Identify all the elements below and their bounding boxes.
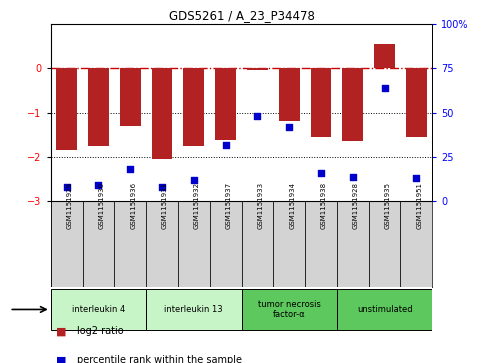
Bar bbox=[51, 289, 146, 330]
Text: GSM1151938: GSM1151938 bbox=[321, 182, 327, 229]
Bar bbox=[146, 201, 178, 287]
Bar bbox=[114, 201, 146, 287]
Text: interleukin 4: interleukin 4 bbox=[72, 305, 125, 314]
Point bbox=[412, 175, 420, 181]
Text: GSM1151934: GSM1151934 bbox=[289, 182, 295, 229]
Bar bbox=[337, 201, 369, 287]
Bar bbox=[305, 201, 337, 287]
Text: GSM1151930: GSM1151930 bbox=[99, 182, 104, 229]
Bar bbox=[178, 201, 210, 287]
Point bbox=[158, 184, 166, 190]
Bar bbox=[374, 44, 395, 68]
Bar bbox=[146, 289, 242, 330]
Point bbox=[254, 113, 261, 119]
Bar bbox=[247, 68, 268, 70]
Text: unstimulated: unstimulated bbox=[357, 305, 412, 314]
Text: ■: ■ bbox=[56, 326, 70, 336]
Bar bbox=[400, 201, 432, 287]
Point bbox=[317, 170, 325, 176]
Text: GSM1151928: GSM1151928 bbox=[353, 182, 359, 229]
Text: tumor necrosis
factor-α: tumor necrosis factor-α bbox=[258, 300, 321, 319]
Text: log2 ratio: log2 ratio bbox=[77, 326, 124, 336]
Bar bbox=[342, 68, 363, 142]
Point bbox=[63, 184, 71, 190]
Bar bbox=[184, 68, 204, 146]
Point bbox=[222, 142, 229, 147]
Point bbox=[190, 177, 198, 183]
Point bbox=[381, 85, 388, 90]
Point bbox=[349, 174, 356, 179]
Bar bbox=[88, 68, 109, 146]
Text: percentile rank within the sample: percentile rank within the sample bbox=[77, 355, 242, 363]
Bar bbox=[337, 289, 432, 330]
Bar bbox=[242, 289, 337, 330]
Text: GSM1151951: GSM1151951 bbox=[416, 182, 423, 229]
Bar bbox=[57, 68, 77, 150]
Text: GSM1151937: GSM1151937 bbox=[226, 182, 232, 229]
Bar bbox=[215, 68, 236, 140]
Bar bbox=[210, 201, 242, 287]
Bar bbox=[51, 201, 83, 287]
Bar bbox=[152, 68, 172, 159]
Bar bbox=[311, 68, 331, 137]
Title: GDS5261 / A_23_P34478: GDS5261 / A_23_P34478 bbox=[169, 9, 314, 23]
Text: GSM1151931: GSM1151931 bbox=[162, 182, 168, 229]
Point bbox=[127, 167, 134, 172]
Text: interleukin 13: interleukin 13 bbox=[165, 305, 223, 314]
Text: GSM1151933: GSM1151933 bbox=[257, 182, 263, 229]
Text: GSM1151929: GSM1151929 bbox=[67, 182, 72, 229]
Bar bbox=[83, 201, 114, 287]
Point bbox=[95, 183, 102, 188]
Bar bbox=[369, 201, 400, 287]
Bar bbox=[279, 68, 299, 121]
Text: ■: ■ bbox=[56, 355, 70, 363]
Bar bbox=[242, 201, 273, 287]
Bar bbox=[120, 68, 141, 126]
Bar bbox=[273, 201, 305, 287]
Point bbox=[285, 124, 293, 130]
Bar bbox=[406, 68, 426, 137]
Text: GSM1151935: GSM1151935 bbox=[384, 182, 391, 229]
Text: GSM1151936: GSM1151936 bbox=[130, 182, 136, 229]
Text: GSM1151932: GSM1151932 bbox=[194, 182, 200, 229]
